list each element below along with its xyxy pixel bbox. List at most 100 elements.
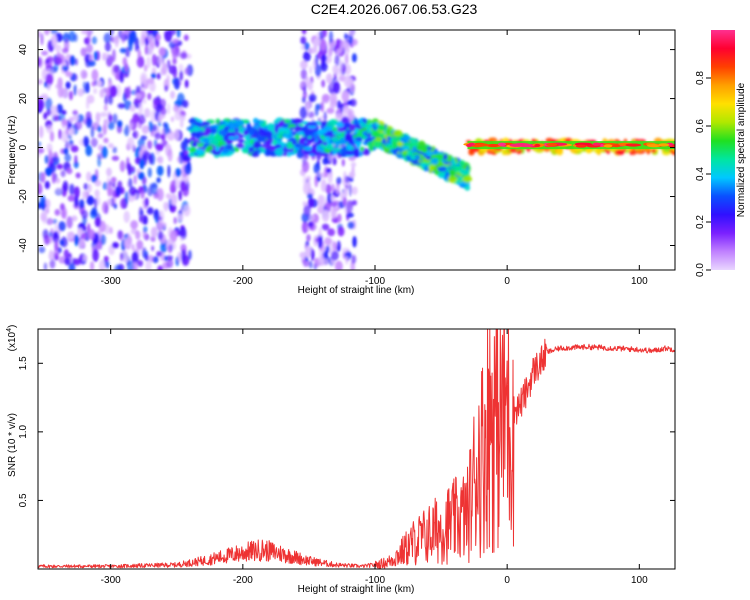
spectrogram-cell bbox=[119, 198, 127, 209]
spectrogram-cell bbox=[152, 256, 159, 264]
snr-y-tick-label: 0.5 bbox=[18, 493, 29, 507]
spectrogram-x-tick-label: 100 bbox=[631, 276, 648, 287]
spectrogram-cell bbox=[246, 127, 257, 133]
spectrogram-cell bbox=[41, 50, 49, 56]
spectrogram-cell bbox=[459, 170, 470, 176]
spectrogram-cell bbox=[95, 112, 101, 123]
spectrogram-cell bbox=[66, 216, 73, 229]
spectrogram-cell bbox=[233, 123, 240, 130]
spectrogram-cell bbox=[87, 183, 92, 193]
spectrogram-cell bbox=[497, 142, 507, 146]
spectrogram-cell bbox=[120, 252, 124, 262]
spectrogram-cell bbox=[58, 256, 66, 264]
spectrogram-cell bbox=[404, 135, 411, 141]
spectrogram-cell bbox=[74, 120, 83, 130]
spectrogram-cell bbox=[57, 77, 63, 90]
spectrogram-cell bbox=[212, 149, 222, 156]
spectrogram-cell bbox=[321, 223, 330, 231]
spectrogram-cell bbox=[82, 135, 90, 147]
spectrogram-cell bbox=[97, 132, 104, 139]
spectrogram-cell bbox=[341, 158, 345, 167]
spectrogram-cell bbox=[44, 154, 49, 164]
spectrogram-cell bbox=[324, 135, 331, 144]
spectrogram-cell bbox=[351, 186, 358, 195]
spectrogram-cell bbox=[62, 148, 69, 155]
spectrogram-cell bbox=[329, 201, 338, 208]
spectrogram-cell bbox=[140, 37, 144, 48]
spectrogram-cell bbox=[215, 118, 221, 124]
spectrogram-cell bbox=[45, 207, 50, 214]
spectrogram-cell bbox=[46, 217, 54, 226]
spectrogram-cell bbox=[115, 84, 122, 98]
spectrogram-cell bbox=[320, 61, 328, 72]
spectrogram-cell bbox=[614, 149, 624, 156]
colorbar-tick-label: 0.6 bbox=[695, 119, 706, 133]
spectrogram-cell bbox=[40, 32, 44, 46]
spectrogram-cell bbox=[39, 195, 47, 208]
spectrogram-cell bbox=[384, 144, 395, 150]
spectrogram-cell bbox=[172, 65, 178, 79]
spectrogram-cell bbox=[147, 92, 152, 101]
spectrogram-cell bbox=[131, 251, 139, 265]
spectrogram-cell bbox=[101, 146, 108, 159]
spectrogram-cell bbox=[175, 167, 182, 178]
spectrogram-cell bbox=[167, 103, 171, 115]
snr-y-label: SNR (10 * v/v) bbox=[7, 413, 18, 477]
spectrogram-cell bbox=[59, 203, 65, 211]
spectrogram-cell bbox=[156, 251, 163, 257]
spectrogram-cell bbox=[51, 172, 56, 184]
spectrogram-cell bbox=[444, 171, 450, 179]
spectrogram-cell bbox=[127, 260, 135, 270]
spectrogram-cell bbox=[346, 212, 354, 218]
spectrogram-cell bbox=[509, 143, 525, 147]
spectrogram-cell bbox=[307, 124, 317, 129]
spectrogram-cell bbox=[575, 144, 587, 148]
spectrogram-cell bbox=[71, 72, 76, 82]
spectrogram-cell bbox=[234, 134, 240, 140]
spectrogram-cell bbox=[163, 255, 168, 262]
spectrogram-cell bbox=[63, 38, 70, 52]
spectrogram-cell bbox=[406, 155, 411, 161]
spectrogram-cell bbox=[167, 244, 173, 254]
spectrogram-cell bbox=[330, 118, 339, 124]
spectrogram-cell bbox=[332, 157, 337, 166]
colorbar-tick-label: 0.2 bbox=[695, 215, 706, 229]
spectrogram-cell bbox=[296, 151, 305, 159]
snr-x-tick-label: -300 bbox=[101, 575, 121, 586]
spectrogram-cell bbox=[127, 163, 132, 176]
spectrogram-cell bbox=[151, 53, 157, 66]
spectrogram-cell bbox=[487, 143, 499, 148]
spectrogram-cell bbox=[329, 30, 334, 44]
spectrogram-cell bbox=[60, 170, 66, 178]
spectrogram-cell bbox=[186, 161, 191, 171]
spectrogram-cell bbox=[150, 226, 158, 238]
spectrogram-cell bbox=[301, 80, 305, 88]
chart-title: C2E4.2026.067.06.53.G23 bbox=[311, 1, 478, 17]
spectrogram-cell bbox=[228, 122, 236, 131]
spectrogram-cell bbox=[323, 250, 329, 261]
spectrogram-cell bbox=[54, 44, 62, 52]
spectrogram-cell bbox=[85, 171, 92, 182]
spectrogram-cell bbox=[138, 102, 143, 115]
spectrogram-cell bbox=[426, 152, 432, 156]
spectrogram-cell bbox=[134, 147, 140, 160]
spectrogram-cell bbox=[325, 183, 332, 194]
spectrogram-cell bbox=[647, 144, 661, 148]
spectrogram-cell bbox=[339, 59, 344, 70]
spectrogram-cell bbox=[314, 64, 322, 77]
spectrogram-cell bbox=[303, 129, 311, 137]
spectrogram-cell bbox=[375, 137, 383, 142]
spectrogram-cell bbox=[347, 221, 355, 229]
spectrogram-cell bbox=[342, 106, 350, 114]
spectrogram-soft-layer bbox=[38, 30, 675, 270]
spectrogram-cell bbox=[345, 129, 352, 134]
spectrogram-cell bbox=[148, 254, 154, 263]
spectrogram-cell bbox=[61, 109, 67, 116]
spectrogram-cell bbox=[409, 137, 416, 143]
spectrogram-cell bbox=[163, 123, 170, 135]
spectrogram-cell bbox=[410, 155, 416, 160]
spectrogram-cell bbox=[337, 226, 345, 237]
spectrogram-cell bbox=[305, 138, 314, 143]
spectrogram-cell bbox=[173, 77, 181, 90]
